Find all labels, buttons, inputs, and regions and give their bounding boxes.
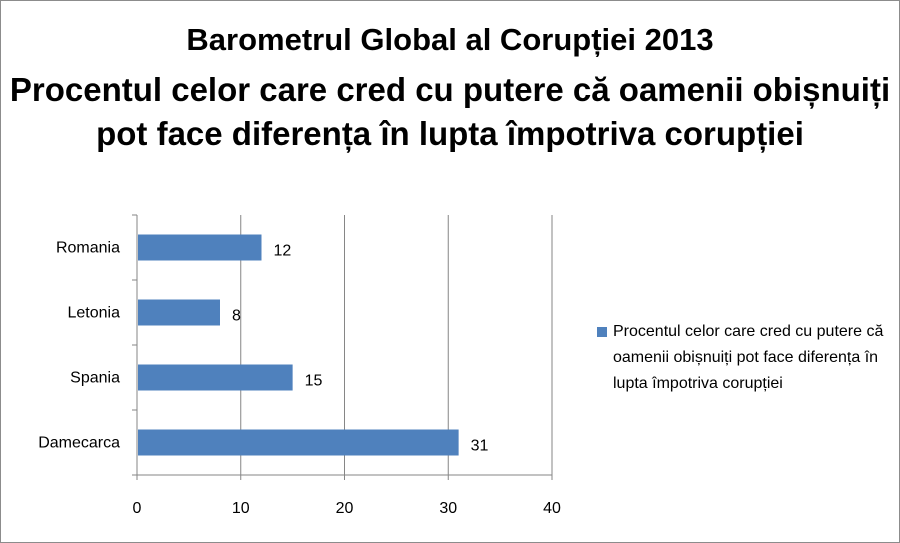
- data-label: 12: [274, 243, 292, 260]
- x-tick-label: 20: [336, 500, 354, 517]
- data-label: 15: [305, 373, 323, 390]
- bar: [138, 364, 293, 391]
- data-label: 8: [232, 308, 241, 325]
- category-label: Spania: [70, 370, 120, 387]
- bar: [138, 234, 262, 261]
- bar: [138, 299, 220, 326]
- x-tick-label: 30: [439, 500, 457, 517]
- legend-label: Procentul celor care cred cu putere că o…: [613, 323, 884, 392]
- chart-title: Barometrul Global al Corupției 2013: [186, 22, 714, 57]
- bar: [138, 429, 459, 456]
- category-label: Romania: [56, 240, 120, 257]
- x-tick-label: 0: [133, 500, 142, 517]
- chart-subtitle: Procentul celor care cred cu putere că o…: [9, 71, 891, 152]
- data-label: 31: [471, 438, 489, 455]
- x-tick-label: 40: [543, 500, 561, 517]
- legend-swatch: [597, 327, 607, 337]
- x-tick-label: 10: [232, 500, 250, 517]
- category-label: Damecarca: [38, 435, 120, 452]
- category-label: Letonia: [68, 305, 121, 322]
